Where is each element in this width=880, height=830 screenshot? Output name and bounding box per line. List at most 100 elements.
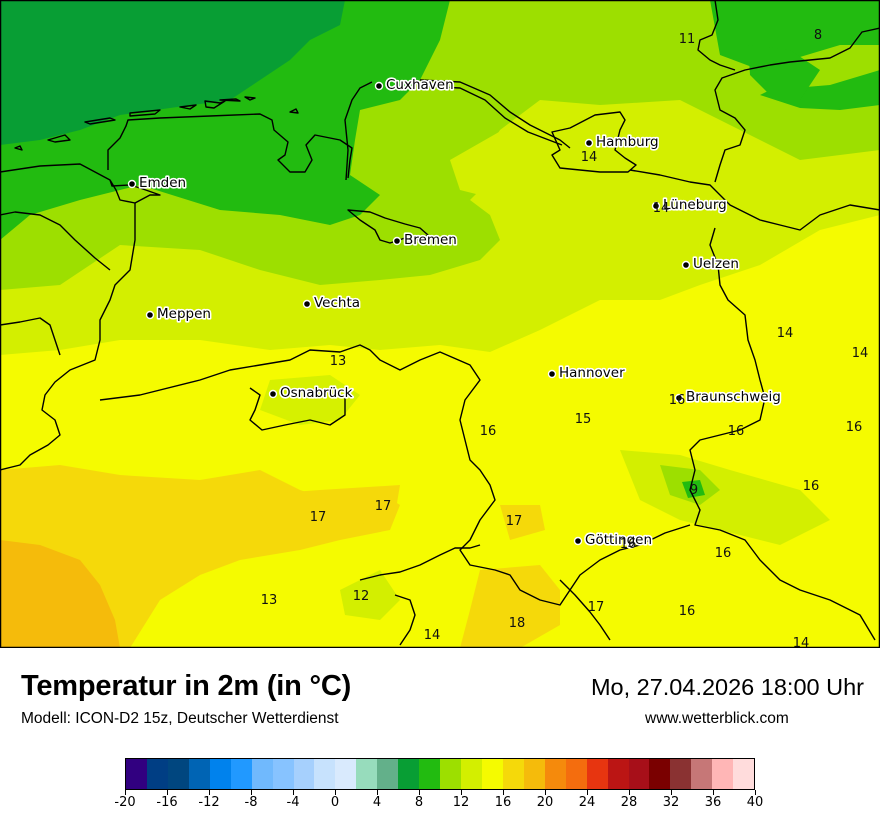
colorbar-bin: [209, 759, 231, 789]
city-uelzen: Uelzen: [681, 254, 740, 274]
model-subtitle: Modell: ICON-D2 15z, Deutscher Wetterdie…: [21, 710, 339, 727]
temperature-value: 9: [690, 483, 698, 498]
city-göttingen: Göttingen: [573, 530, 654, 550]
temperature-value: 17: [310, 510, 327, 525]
city-label: Emden: [139, 175, 186, 191]
colorbar-tick-label: 20: [536, 795, 554, 810]
colorbar-tick: [670, 790, 672, 795]
temperature-value: 14: [777, 326, 794, 341]
city-hamburg: Hamburg: [584, 132, 660, 152]
temperature-colorbar: [125, 758, 755, 790]
city-label: Bremen: [404, 232, 457, 248]
colorbar-bin: [502, 759, 524, 789]
colorbar-tick: [208, 790, 210, 795]
city-braunschweig: Braunschweig: [674, 387, 782, 407]
colorbar-tick: [250, 790, 252, 795]
colorbar-bin: [251, 759, 273, 789]
colorbar-tick-label: -20: [114, 795, 136, 810]
temperature-value: 12: [353, 589, 370, 604]
city-label: Hamburg: [596, 134, 659, 150]
city-dot-icon: [549, 371, 555, 377]
colorbar-ticks: -20 -16 -12 -8 -4 0 4 8 12 16 20 24 28 32 36 40: [114, 790, 763, 820]
colorbar-bin: [272, 759, 294, 789]
city-label: Hannover: [559, 365, 625, 381]
temperature-value: 13: [330, 354, 347, 369]
colorbar-tick-label: -16: [156, 795, 178, 810]
temperature-value: 16: [669, 393, 686, 408]
colorbar-tick-label: 36: [704, 795, 722, 810]
colorbar-tick-label: 16: [494, 795, 512, 810]
temperature-value: 16: [846, 420, 863, 435]
city-lüneburg: Lüneburg: [651, 195, 728, 215]
colorbar-bin: [440, 759, 461, 789]
city-dot-icon: [147, 312, 153, 318]
city-meppen: Meppen: [145, 304, 213, 324]
colorbar-bin: [481, 759, 503, 789]
colorbar-tick: [460, 790, 462, 795]
city-osnabrück: Osnabrück: [268, 383, 354, 403]
city-hannover: Hannover: [547, 363, 627, 383]
temperature-value: 16: [620, 537, 637, 552]
colorbar-tick-label: -12: [198, 795, 220, 810]
colorbar-bin: [419, 759, 441, 789]
city-label: Vechta: [314, 295, 360, 311]
temperature-value: 16: [803, 479, 820, 494]
colorbar-bin: [314, 759, 336, 789]
colorbar-bin: [670, 759, 692, 789]
colorbar-bin: [293, 759, 315, 789]
colorbar-bin: [188, 759, 210, 789]
colorbar-tick-label: 12: [452, 795, 470, 810]
city-label: Lüneburg: [663, 197, 727, 213]
colorbar-tick-label: 8: [414, 795, 424, 810]
temperature-value: 16: [728, 424, 745, 439]
colorbar-bin: [691, 759, 713, 789]
colorbar-tick-label: 0: [330, 795, 340, 810]
city-label: Cuxhaven: [386, 77, 454, 93]
colorbar-bin: [230, 759, 252, 789]
city-markers: Cuxhaven Hamburg Emden Lüneburg Bremen Uelzen…: [127, 75, 782, 550]
colorbar-bin: [377, 759, 399, 789]
city-dot-icon: [376, 83, 382, 89]
colorbar-bin: [733, 759, 755, 789]
colorbar-tick-label: 28: [620, 795, 638, 810]
colorbar-bin: [126, 759, 147, 789]
city-dot-icon: [129, 181, 135, 187]
colorbar-bin: [712, 759, 734, 789]
colorbar-tick-label: -4: [286, 795, 300, 810]
temperature-value: 14: [793, 636, 810, 648]
colorbar-bin: [461, 759, 482, 789]
colorbar-bin: [628, 759, 650, 789]
colorbar-tick: [292, 790, 294, 795]
colorbar-bin: [398, 759, 420, 789]
temperature-value: 17: [506, 514, 523, 529]
colorbar-bin: [544, 759, 566, 789]
temperature-value: 17: [588, 600, 605, 615]
temperature-value: 17: [375, 499, 392, 514]
colorbar-bin: [523, 759, 545, 789]
valid-datetime: Mo, 27.04.2026 18:00 Uhr: [590, 674, 864, 700]
temperature-value: 15: [575, 412, 592, 427]
colorbar-tick: [754, 790, 756, 795]
colorbar-tick: [544, 790, 546, 795]
colorbar-tick: [712, 790, 714, 795]
colorbar-bin: [565, 759, 587, 789]
temperature-map: Cuxhaven Hamburg Emden Lüneburg Bremen Uelzen…: [0, 0, 880, 648]
colorbar-tick: [418, 790, 420, 795]
city-dot-icon: [394, 238, 400, 244]
colorbar-bin: [167, 759, 189, 789]
temperature-value: 14: [581, 150, 598, 165]
city-label: Meppen: [157, 306, 211, 322]
city-vechta: Vechta: [302, 293, 362, 313]
website-link[interactable]: www.wetterblick.com: [645, 710, 789, 727]
colorbar-bin: [649, 759, 671, 789]
colorbar-bin: [607, 759, 629, 789]
temperature-value: 16: [715, 546, 732, 561]
colorbar-bin: [356, 759, 378, 789]
colorbar-tick-label: -8: [244, 795, 258, 810]
city-dot-icon: [304, 301, 310, 307]
colorbar-tick: [334, 790, 336, 795]
colorbar-tick: [586, 790, 588, 795]
city-label: Braunschweig: [686, 389, 781, 405]
chart-title: Temperatur in 2m (in °C): [21, 670, 352, 702]
colorbar-tick-label: 24: [578, 795, 596, 810]
